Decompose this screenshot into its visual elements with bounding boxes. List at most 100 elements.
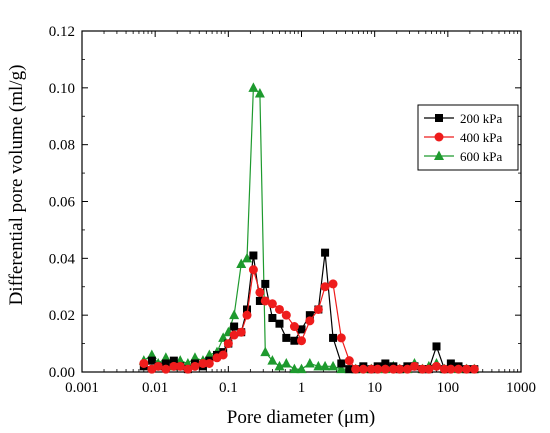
data-point [169, 361, 179, 371]
data-point [432, 342, 441, 351]
y-tick-label: 0.04 [49, 251, 76, 267]
data-point [305, 316, 315, 326]
data-point [204, 358, 214, 368]
data-point [248, 82, 259, 92]
data-point [297, 325, 306, 334]
data-point [321, 248, 330, 257]
data-point [296, 363, 307, 374]
data-point [281, 310, 291, 320]
x-tick-label: 100 [437, 380, 460, 396]
x-tick-label: 0.1 [219, 380, 238, 396]
data-point [336, 363, 347, 374]
data-point [439, 364, 449, 374]
data-point [424, 364, 434, 374]
data-point [183, 364, 193, 374]
data-point [328, 360, 339, 371]
data-point [161, 364, 171, 374]
data-point [160, 352, 171, 362]
data-point [190, 361, 200, 371]
data-point [223, 339, 233, 349]
data-point [267, 355, 278, 365]
data-point [336, 333, 346, 343]
data-point [161, 359, 170, 368]
legend-marker [435, 114, 443, 122]
legend-label: 600 kPa [460, 149, 502, 164]
data-point [242, 252, 253, 263]
data-point [189, 352, 200, 362]
y-tick-label: 0.10 [49, 81, 75, 97]
data-point [305, 311, 314, 320]
x-tick-label: 0.001 [65, 380, 99, 396]
data-point [366, 364, 376, 374]
data-point [267, 299, 277, 309]
legend-label: 200 kPa [460, 111, 502, 126]
series-200-kpa [139, 248, 479, 374]
data-point [290, 336, 299, 345]
x-axis: 0.001 0.01 0.1 1 10 100 1000 [65, 31, 536, 396]
data-point [454, 364, 464, 374]
data-point [254, 88, 265, 98]
data-point [182, 357, 193, 368]
data-point [304, 357, 315, 368]
data-point [229, 330, 239, 340]
data-point [242, 310, 252, 320]
data-point [218, 332, 229, 342]
data-point [248, 265, 258, 275]
data-point [446, 359, 455, 368]
data-point [313, 360, 324, 371]
data-point [381, 359, 390, 368]
x-tick-label: 1000 [506, 380, 536, 396]
data-point [175, 361, 185, 371]
data-point [139, 358, 149, 368]
data-point [344, 356, 354, 366]
data-point [261, 279, 270, 288]
data-point [469, 364, 479, 374]
data-point [462, 364, 472, 374]
y-tick-label: 0.08 [49, 138, 75, 154]
data-point [446, 364, 456, 374]
data-point [281, 357, 292, 368]
x-axis-title: Pore diameter (μm) [227, 407, 375, 428]
x-tick-label: 1 [298, 380, 306, 396]
data-point [169, 356, 178, 365]
data-point [329, 333, 338, 342]
data-point [417, 364, 427, 374]
data-point [431, 361, 441, 371]
y-tick-label: 0.06 [49, 195, 76, 211]
y-axis: 0.00 0.02 0.04 0.06 0.08 0.10 0.12 [49, 24, 521, 381]
data-point [230, 322, 239, 331]
data-point [328, 279, 338, 289]
data-point [243, 305, 252, 314]
legend-marker [434, 150, 444, 160]
data-point [297, 336, 306, 346]
legend: 200 kPa 400 kPa 600 kPa [417, 104, 519, 171]
data-point [260, 346, 271, 357]
data-point [282, 333, 291, 342]
plot-frame [81, 30, 522, 373]
data-point [236, 258, 247, 269]
data-point [255, 296, 264, 305]
data-point [146, 349, 157, 359]
series-line [143, 252, 475, 371]
series-layer [138, 82, 480, 374]
data-point [229, 309, 240, 320]
data-point [345, 365, 354, 374]
data-point [313, 304, 323, 314]
data-point [358, 364, 368, 374]
data-point [204, 349, 215, 359]
data-point [409, 361, 419, 371]
data-point [274, 304, 284, 314]
legend-marker [434, 132, 444, 142]
y-tick-label: 0.00 [49, 365, 75, 381]
data-point [289, 363, 300, 374]
data-point [249, 251, 258, 260]
data-point [260, 296, 270, 306]
x-tick-label: 0.01 [142, 380, 168, 396]
plot-border [81, 30, 522, 373]
data-point [320, 282, 330, 292]
data-point [402, 364, 412, 374]
data-point [320, 360, 331, 371]
data-point [275, 319, 284, 328]
data-point [380, 364, 390, 374]
